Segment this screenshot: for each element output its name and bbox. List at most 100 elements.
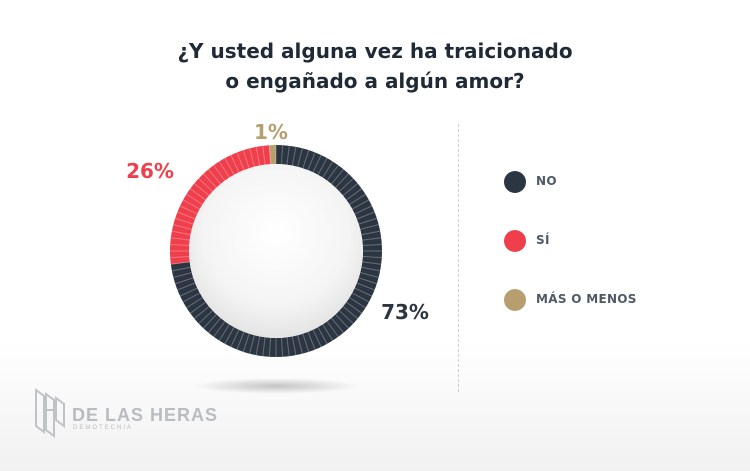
donut-tick [291,146,297,166]
donut-tick [171,266,191,272]
donut-tick [346,301,363,314]
donut-tick [249,335,255,354]
legend-swatch-no [504,171,526,193]
donut-tick [349,297,366,309]
donut-tick [280,145,284,165]
donut-tick [351,199,370,210]
donut-tick [255,146,261,166]
donut-tick [286,145,290,165]
donut-tick [307,152,316,171]
donut-tick [362,255,382,259]
donut-tick [302,150,310,169]
donut-shadow [194,378,358,394]
donut-tick [242,333,250,352]
donut-tick [255,336,261,356]
donut-tick [171,230,191,236]
value-label-si: 26% [126,159,174,183]
donut-tick [356,282,375,291]
donut-tick [326,321,339,338]
brand-subtitle: DEMOTECNIA [73,425,134,431]
donut-tick [208,169,221,185]
donut-tick [297,148,303,167]
donut-tick [177,211,196,220]
legend-label-no: NO [536,174,557,188]
donut-tick [351,292,370,303]
donut-tick [362,261,382,265]
donut-tick [224,157,235,176]
donut-tick [218,161,230,178]
donut-tick [312,154,322,173]
value-labels: 73% 26% 1% [126,120,429,324]
donut-tick [186,193,203,205]
donut-tick [358,217,377,225]
donut-tick [170,255,190,259]
legend-label-mas-o-menos: MÁS O MENOS [536,292,637,306]
donut-tick [286,337,290,357]
donut-tick [312,329,322,348]
donut-tick [339,310,354,324]
donut-tick [203,314,217,329]
donut-tick [224,326,235,345]
donut-slices [170,145,382,357]
donut-slice-mas-o-menos [269,145,276,165]
donut-tick [236,152,245,171]
donut-tick [218,324,230,341]
donut-tick [317,326,328,345]
donut-tick [173,224,192,230]
donut-tick [177,282,196,291]
donut-tick [335,314,349,329]
donut-tick [356,211,375,220]
legend-label-si: SÍ [536,233,550,247]
donut-tick [362,237,382,241]
legend-swatch-si [504,230,526,252]
donut-tick [198,178,213,192]
donut-tick [182,292,201,303]
brand-logo-icon [35,388,65,438]
donut-tick [189,188,206,201]
donut-tick [198,310,213,324]
donut-tick [280,337,284,357]
donut-tick [331,317,344,333]
donut-tick [179,205,198,215]
donut-tick [360,224,379,230]
donut-tick [358,277,377,285]
donut-tick [354,205,373,215]
donut-tick [242,150,250,169]
donut-tick [170,237,190,241]
donut-tick [230,329,240,348]
donut-tick [175,277,194,285]
donut-tick [249,148,255,167]
legend-swatch-mas-o-menos [504,289,526,311]
chart-title-line-1: ¿Y usted alguna vez ha traicionado [177,39,573,63]
donut-tick [182,199,201,210]
chart-title-line-2: o engañado a algún amor? [225,69,525,93]
donut-tick [208,317,221,333]
donut-tick [194,306,210,319]
donut-tick [361,230,381,236]
donut-tick [322,161,334,178]
donut-tick [173,272,192,278]
donut-tick [189,301,206,314]
donut-tick [194,183,210,196]
donut-tick [354,287,373,297]
donut-tick [335,173,349,188]
donut-hole [189,164,363,338]
donut-tick [322,324,334,341]
donut-tick [213,321,226,338]
chart-title: ¿Y usted alguna vez ha traicionado o eng… [0,36,750,96]
value-label-no: 73% [381,300,429,324]
value-label-mas-o-menos: 1% [254,120,288,144]
donut-tick [360,272,379,278]
divider [458,124,459,392]
donut-tick [186,297,203,309]
brand-name: DE LAS HERAS [72,405,219,425]
donut-tick [179,287,198,297]
donut-tick [346,188,363,201]
donut-tick [213,164,226,181]
donut-tick [339,178,354,192]
donut-tick [170,261,190,265]
donut-tick [291,336,297,356]
donut-tick [230,154,240,173]
donut-tick [262,145,266,165]
donut-tick [262,337,266,357]
